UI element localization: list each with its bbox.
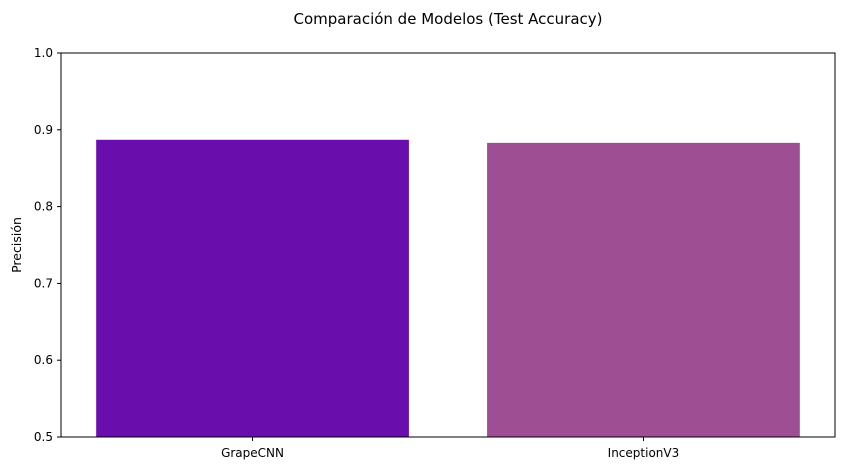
plot-frame: [60, 52, 836, 438]
x-axis-ticks: GrapeCNN InceptionV3: [221, 437, 679, 460]
chart-title: Comparación de Modelos (Test Accuracy): [293, 10, 602, 28]
y-tick-label: 0.7: [34, 276, 53, 290]
y-axis-label: Precisión: [9, 217, 24, 273]
y-tick-label: 0.8: [34, 200, 53, 214]
bars-group: [96, 139, 800, 437]
y-tick-label: 0.9: [34, 123, 53, 137]
y-axis-ticks: 0.5 0.6 0.7 0.8 0.9 1.0: [34, 46, 61, 444]
bar-grapecnn: [96, 139, 409, 437]
x-tick-label: GrapeCNN: [221, 446, 284, 460]
x-tick-label: InceptionV3: [608, 446, 680, 460]
bar-inceptionv3: [487, 142, 800, 437]
y-tick-label: 0.6: [34, 353, 53, 367]
y-tick-label: 0.5: [34, 430, 53, 444]
y-tick-label: 1.0: [34, 46, 53, 60]
